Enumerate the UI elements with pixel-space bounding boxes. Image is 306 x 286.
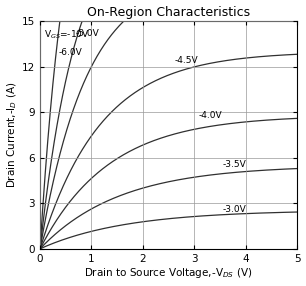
Y-axis label: Drain Current,-I$_D$ (A): Drain Current,-I$_D$ (A) (6, 82, 19, 188)
X-axis label: Drain to Source Voltage,-V$_{DS}$ (V): Drain to Source Voltage,-V$_{DS}$ (V) (84, 267, 253, 281)
Text: -6.0V: -6.0V (58, 48, 82, 57)
Text: -4.0V: -4.0V (198, 111, 222, 120)
Text: -5.0V: -5.0V (76, 29, 100, 38)
Text: -4.5V: -4.5V (175, 56, 198, 65)
Title: On-Region Characteristics: On-Region Characteristics (87, 5, 250, 19)
Text: -3.0V: -3.0V (222, 205, 246, 214)
Text: V$_{GS}$=-10V: V$_{GS}$=-10V (44, 29, 90, 41)
Text: -3.5V: -3.5V (222, 160, 246, 169)
